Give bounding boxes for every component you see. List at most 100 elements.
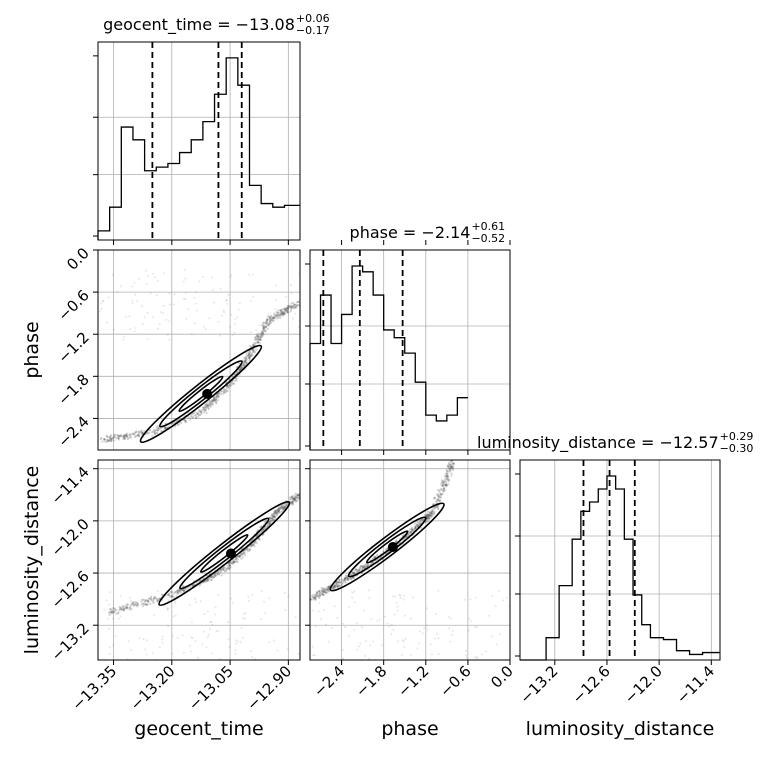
sample-point [333,586,336,589]
sample-point [272,316,275,319]
sample-point [204,580,207,583]
sample-point [248,273,251,276]
sample-point [210,575,213,578]
sample-point [345,574,348,577]
sample-point [121,608,124,611]
sample-point [250,352,253,355]
x-axis-label-luminosity_distance: luminosity_distance [526,718,715,740]
sample-point [240,366,243,369]
sample-point [315,592,318,595]
sample-point [409,654,412,657]
sample-point [429,511,432,514]
sample-point [439,496,443,499]
sample-point [264,325,267,328]
sample-point [428,517,431,520]
sample-point [201,643,204,646]
sample-point [275,311,278,314]
sample-point [227,638,230,641]
sample-point [445,483,448,486]
sample-point [280,314,283,317]
sample-point [117,438,120,441]
sample-point [153,595,156,598]
x-tick-label: −2.4 [310,662,348,700]
y-tick-label: −12.6 [48,567,93,612]
x-tick-label: −13.20 [127,662,179,714]
sample-point [275,510,278,513]
sample-point [248,352,251,355]
sample-point [228,564,231,567]
sample-point [236,558,239,561]
sample-point [236,560,239,564]
sample-point [447,476,450,479]
sample-point [242,361,245,364]
sample-point [438,500,441,503]
sample-point [414,527,417,530]
sample-point [446,473,449,476]
sample-point [252,543,255,546]
sample-point [301,492,303,494]
sample-point [252,350,255,354]
sample-point [386,622,389,625]
sample-point [258,538,261,541]
sample-point [243,364,246,367]
sample-point [128,315,131,318]
sample-point [351,573,354,576]
sample-point [198,584,201,587]
sample-point [267,324,270,327]
sample-point [324,591,327,594]
sample-point [342,622,345,625]
sample-point [297,493,300,496]
sample-point [211,576,214,580]
sample-point [168,338,171,341]
sample-point [106,321,109,324]
sample-point [150,431,154,434]
sample-point [285,307,288,310]
y-tick-label: −2.4 [54,413,92,451]
sample-point [119,607,122,610]
sample-point [314,596,318,599]
sample-point [450,466,453,470]
sample-point [292,498,296,501]
sample-point [445,472,448,475]
sample-point [210,399,214,402]
sample-point [193,414,197,417]
density-contour-0 [329,502,445,592]
sample-point [174,614,177,617]
sample-point [235,379,238,382]
sample-point [268,523,271,526]
sample-point [417,520,420,523]
sample-point [178,589,181,592]
sample-point [149,292,152,295]
sample-point [322,588,325,592]
sample-point [286,307,289,310]
sample-point [324,588,327,591]
axes-frame [519,459,721,661]
axes-frame [309,459,511,661]
sample-point [401,639,404,642]
sample-point [279,316,282,320]
sample-point [163,427,166,430]
sample-point [353,572,356,575]
sample-point [321,587,324,590]
sample-point [335,583,338,586]
sample-point [314,598,317,601]
samples-layer [98,269,300,444]
sample-point [244,618,247,621]
sample-point [146,599,149,602]
sample-point [227,567,230,570]
sample-point [210,652,213,655]
sample-point [268,597,271,600]
sample-point [416,521,419,524]
sample-point [144,269,147,272]
sample-point [215,395,218,398]
sample-point [238,369,241,372]
sample-point [244,358,248,361]
sample-point [427,515,430,518]
sample-point [446,483,450,486]
sample-point [256,334,260,337]
sample-point [234,642,237,645]
sample-point [188,603,191,606]
sample-point [279,309,283,312]
sample-point [209,402,213,405]
